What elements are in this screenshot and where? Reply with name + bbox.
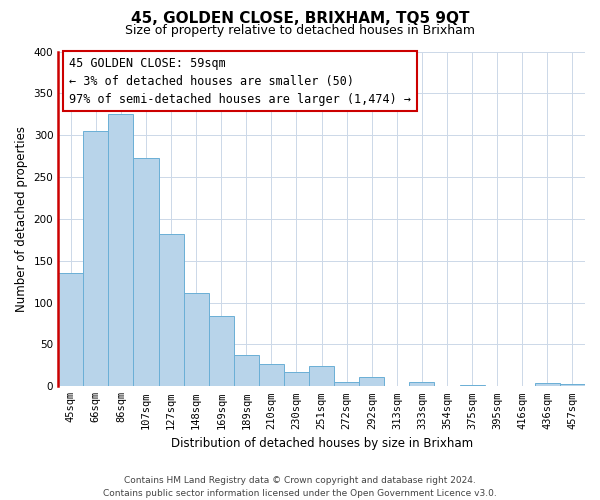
Bar (284, 372, 309, 386)
Bar (409, 382, 434, 386)
Text: 45 GOLDEN CLOSE: 59sqm
← 3% of detached houses are smaller (50)
97% of semi-deta: 45 GOLDEN CLOSE: 59sqm ← 3% of detached … (69, 56, 411, 106)
Bar (359, 377, 385, 386)
Text: 45, GOLDEN CLOSE, BRIXHAM, TQ5 9QT: 45, GOLDEN CLOSE, BRIXHAM, TQ5 9QT (131, 11, 469, 26)
Bar (83, 131, 109, 386)
Bar (158, 234, 184, 386)
Bar (259, 364, 284, 386)
Bar (184, 292, 209, 386)
X-axis label: Distribution of detached houses by size in Brixham: Distribution of detached houses by size … (170, 437, 473, 450)
Bar (334, 382, 359, 386)
Text: Size of property relative to detached houses in Brixham: Size of property relative to detached ho… (125, 24, 475, 37)
Bar (58, 274, 83, 386)
Y-axis label: Number of detached properties: Number of detached properties (15, 126, 28, 312)
Bar (460, 384, 485, 386)
Bar (535, 383, 560, 386)
Bar (209, 316, 234, 386)
Text: Contains HM Land Registry data © Crown copyright and database right 2024.
Contai: Contains HM Land Registry data © Crown c… (103, 476, 497, 498)
Bar (560, 384, 585, 386)
Bar (109, 114, 133, 386)
Bar (309, 366, 334, 386)
Bar (133, 158, 158, 386)
Bar (234, 356, 259, 386)
